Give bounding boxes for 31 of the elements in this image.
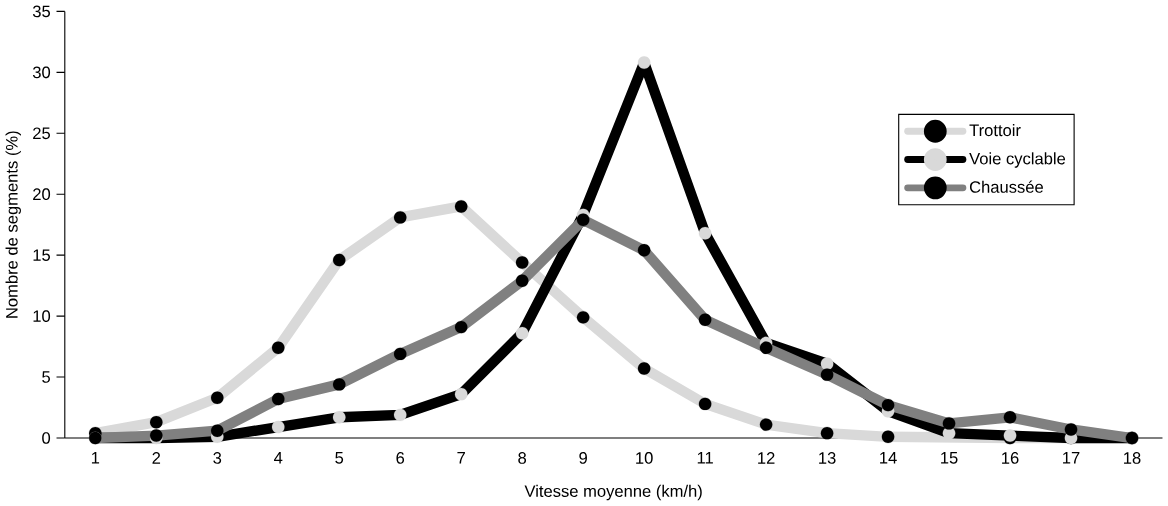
x-tick-label: 15 [941, 452, 958, 464]
x-tick-label: 18 [1124, 452, 1141, 464]
y-tick-label: 0 [42, 432, 51, 444]
x-tick-label: 6 [396, 452, 405, 464]
x-tick-label: 4 [274, 452, 283, 464]
x-tick-label: 2 [152, 452, 161, 464]
y-tick-label: 10 [33, 310, 51, 323]
x-tick-label: 13 [819, 452, 836, 464]
x-tick-label: 8 [518, 452, 527, 464]
x-tick-label: 3 [213, 452, 222, 464]
x-tick-label: 12 [758, 452, 775, 464]
x-tick-label: 17 [1063, 452, 1080, 464]
y-tick-label: 20 [33, 188, 51, 201]
y-tick-label: 30 [32, 66, 51, 79]
x-tick-label: 7 [457, 452, 465, 464]
x-tick-label: 1 [91, 452, 100, 464]
x-tick-label: 10 [636, 452, 653, 464]
x-axis-title: Vitesse moyenne (km/h) [524, 484, 702, 501]
x-tick-label: 11 [697, 452, 713, 464]
legend-label: Chaussée [969, 180, 1043, 193]
y-tick-label: 15 [33, 249, 51, 262]
legend-label: Trottoir [969, 124, 1021, 137]
y-tick-label: 5 [42, 371, 51, 383]
legend-label: Voie cyclable [969, 152, 1066, 168]
y-tick-label: 25 [33, 127, 51, 140]
x-tick-label: 16 [1002, 452, 1019, 464]
x-tick-label: 5 [335, 452, 344, 464]
x-tick-label: 9 [579, 452, 587, 464]
y-axis-title: Nombre de segments (%) [5, 131, 21, 318]
y-tick-label: 35 [32, 5, 51, 18]
x-tick-label: 14 [880, 452, 897, 464]
